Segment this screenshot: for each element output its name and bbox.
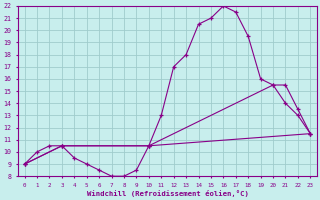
X-axis label: Windchill (Refroidissement éolien,°C): Windchill (Refroidissement éolien,°C): [86, 190, 248, 197]
